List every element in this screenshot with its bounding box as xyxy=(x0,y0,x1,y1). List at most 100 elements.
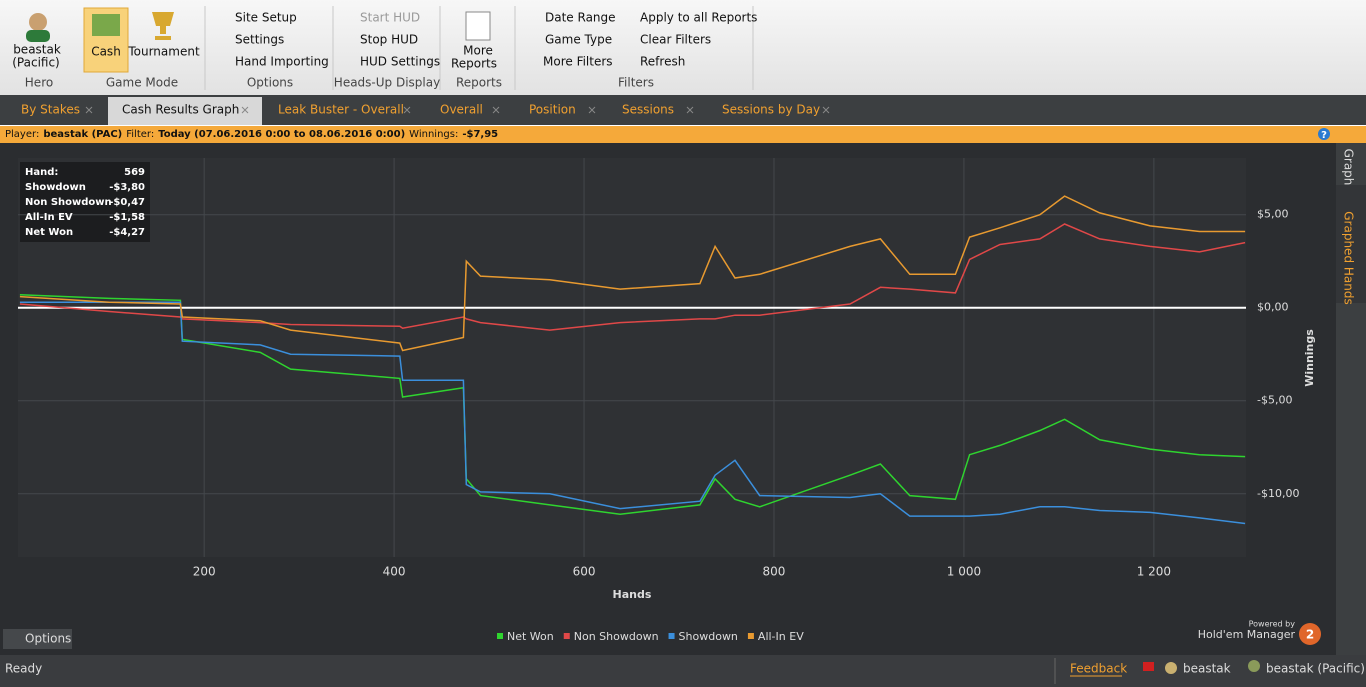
y-tick-label: $5,00 xyxy=(1257,208,1289,221)
x-tick-label: 600 xyxy=(573,565,596,579)
legend-swatch xyxy=(668,633,675,639)
powered-by: Powered by xyxy=(1249,620,1296,629)
status-user: beastak xyxy=(1183,662,1231,676)
series-line xyxy=(19,195,1246,352)
x-tick-label: 1 000 xyxy=(947,565,981,579)
legend-swatch xyxy=(747,633,754,639)
status-text: Ready xyxy=(5,662,42,676)
tab[interactable]: Overall xyxy=(440,103,483,117)
cash-icon xyxy=(92,14,120,36)
info-winnings_label: Winnings: xyxy=(409,129,458,140)
filter-item[interactable]: Clear Filters xyxy=(640,33,711,47)
product-name: Hold'em Manager xyxy=(1198,628,1296,641)
logo-badge xyxy=(1299,623,1321,645)
stat-value: 569 xyxy=(124,167,145,178)
stat-label: Net Won xyxy=(25,227,73,238)
x-tick-label: 200 xyxy=(193,565,216,579)
group-label: Options xyxy=(247,76,293,90)
info-bar xyxy=(0,126,1336,143)
tournament-button[interactable]: Tournament xyxy=(127,45,200,59)
help-glyph: ? xyxy=(1321,130,1327,141)
group-label: Filters xyxy=(618,76,654,90)
series-line xyxy=(19,301,1246,525)
info-bar-end xyxy=(1336,126,1366,143)
ribbon-separators xyxy=(204,6,754,90)
hud-item[interactable]: Start HUD xyxy=(360,11,420,25)
options-item[interactable]: Hand Importing xyxy=(235,55,329,69)
help-icon[interactable] xyxy=(1318,128,1330,140)
side-tab[interactable]: Graph xyxy=(1342,149,1356,186)
stat-value: -$4,27 xyxy=(109,227,145,238)
y-tick-label: $0,00 xyxy=(1257,301,1289,314)
trophy-icon xyxy=(152,12,174,40)
group-label: Hero xyxy=(25,76,53,90)
hero-name: beastak xyxy=(13,43,61,57)
reports-button[interactable]: Reports xyxy=(451,57,497,71)
status-hero: beastak (Pacific) xyxy=(1266,662,1365,676)
group-label: Game Mode xyxy=(106,76,178,90)
ribbon xyxy=(0,0,1366,95)
tab[interactable]: Sessions by Day xyxy=(722,103,820,117)
filter-item[interactable]: Refresh xyxy=(640,55,685,69)
tab-close xyxy=(588,106,596,114)
stat-label: All-In EV xyxy=(25,212,73,223)
filter-item[interactable]: Game Type xyxy=(545,33,612,47)
hud-item[interactable]: Stop HUD xyxy=(360,33,418,47)
filter-item[interactable]: More Filters xyxy=(543,55,613,69)
info-filter: Today (07.06.2016 0:00 to 08.06.2016 0:0… xyxy=(158,129,405,140)
legend-label: Net Won xyxy=(507,630,554,643)
info-winnings: -$7,95 xyxy=(462,129,498,140)
hero-status-icon xyxy=(1248,660,1260,672)
stat-value: -$0,47 xyxy=(109,197,145,208)
hero-site: (Pacific) xyxy=(12,56,60,70)
filter-item[interactable]: Date Range xyxy=(545,11,616,25)
x-axis-title: Hands xyxy=(613,588,652,601)
info-player: beastak (PAC) xyxy=(43,129,122,140)
y-tick-label: -$10,00 xyxy=(1257,487,1299,500)
stat-label: Showdown xyxy=(25,182,86,193)
legend-label: Non Showdown xyxy=(574,630,659,643)
y-axis-title: Winnings xyxy=(1303,329,1316,387)
options-label[interactable]: Options xyxy=(25,632,71,646)
group-label: Heads-Up Display xyxy=(334,76,440,90)
tab-close xyxy=(241,106,249,114)
stat-value: -$3,80 xyxy=(109,182,145,193)
hud-item[interactable]: HUD Settings xyxy=(360,55,440,69)
info-text: Player: beastak (PAC) Filter: Today (07.06.… xyxy=(5,129,498,140)
options-item[interactable]: Site Setup xyxy=(235,11,297,25)
active-tab xyxy=(108,97,262,125)
hero-icon-body xyxy=(26,30,50,42)
legend-swatch xyxy=(497,633,503,639)
legend-label: Showdown xyxy=(679,630,738,643)
tab-close xyxy=(686,106,694,114)
info-filter_label: Filter: xyxy=(126,129,154,140)
series-line xyxy=(19,223,1246,331)
tab[interactable]: By Stakes xyxy=(21,103,80,117)
tab-close xyxy=(492,106,500,114)
tab-close xyxy=(85,106,93,114)
series-line xyxy=(19,293,1246,515)
reports-button[interactable]: More xyxy=(463,44,493,58)
tab[interactable]: Cash Results Graph xyxy=(122,103,239,117)
legend-label: All-In EV xyxy=(758,630,804,643)
flag-icon xyxy=(1143,662,1154,671)
y-tick-label: -$5,00 xyxy=(1257,394,1292,407)
feedback-link[interactable]: Feedback xyxy=(1070,662,1127,676)
filter-item[interactable]: Apply to all Reports xyxy=(640,11,757,25)
tab[interactable]: Leak Buster - Overall xyxy=(278,103,404,117)
side-tab[interactable]: Graphed Hands xyxy=(1342,211,1356,304)
user-icon xyxy=(1165,662,1177,674)
stat-label: Hand: xyxy=(25,167,58,178)
logo-version: 2 xyxy=(1306,628,1314,642)
cash-button[interactable]: Cash xyxy=(91,45,121,59)
tab[interactable]: Sessions xyxy=(622,103,674,117)
options-button[interactable] xyxy=(3,629,72,649)
stat-value: -$1,58 xyxy=(109,212,145,223)
options-item[interactable]: Settings xyxy=(235,33,284,47)
hero-icon xyxy=(29,13,47,31)
tab[interactable]: Position xyxy=(529,103,576,117)
legend-swatch xyxy=(563,633,570,639)
tab-close xyxy=(403,106,411,114)
